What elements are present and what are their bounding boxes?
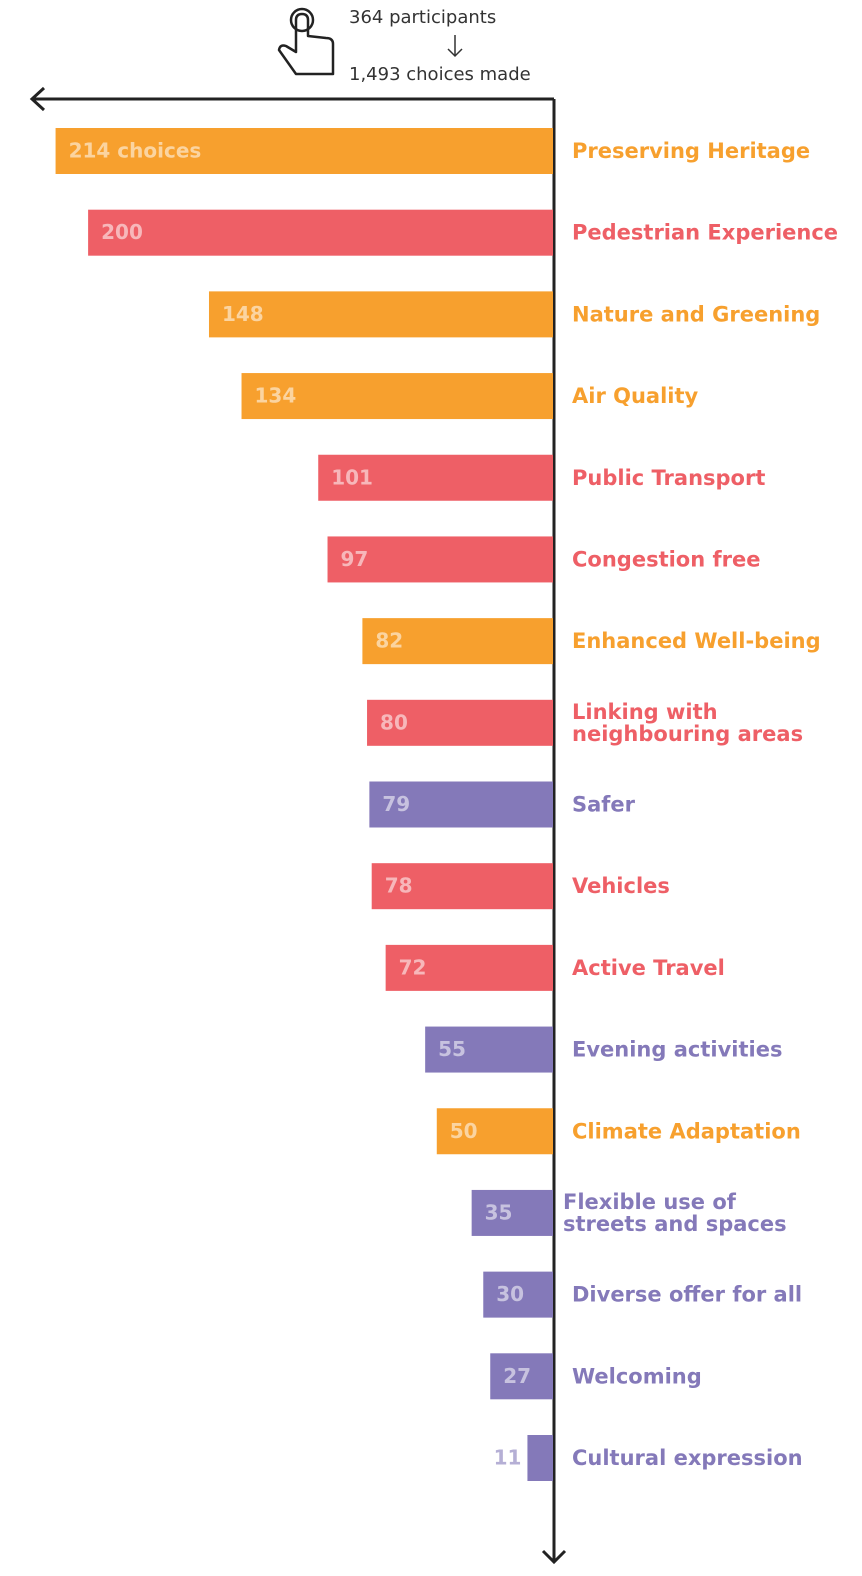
category-label: Air Quality <box>572 384 699 408</box>
bar <box>88 209 553 256</box>
bar <box>362 618 553 665</box>
value-label: 101 <box>331 465 373 489</box>
category-label: Cultural expression <box>572 1446 803 1470</box>
category-label: Active Travel <box>572 956 725 980</box>
participants: 364 participants <box>349 7 496 28</box>
value-label: 30 <box>496 1282 524 1306</box>
value-label: 97 <box>341 547 369 571</box>
value-label: 148 <box>222 302 264 326</box>
category-label: Vehicles <box>572 874 670 898</box>
value-label: 35 <box>485 1200 513 1224</box>
category-label: Enhanced Well-being <box>572 629 821 653</box>
value-label: 79 <box>382 792 410 816</box>
bar <box>55 128 554 174</box>
category-label: Nature and Greening <box>572 302 820 326</box>
category-label: Pedestrian Experience <box>572 221 838 245</box>
bar <box>436 1108 553 1155</box>
choices-total: 1,493 choices made <box>349 64 531 85</box>
category-label: Public Transport <box>572 466 765 490</box>
value-label: 50 <box>450 1119 478 1143</box>
bar <box>490 1353 553 1400</box>
category-label: Flexible use of streets and spaces <box>563 1190 787 1236</box>
category-label: Safer <box>572 793 636 817</box>
category-label: Linking with neighbouring areas <box>572 700 803 746</box>
value-label: 11 <box>494 1446 522 1470</box>
hand-icon <box>277 7 335 76</box>
value-label: 214 choices <box>69 139 202 163</box>
value-label: 200 <box>101 220 143 244</box>
bar <box>483 1271 553 1318</box>
value-label: 55 <box>438 1037 466 1061</box>
category-label: Climate Adaptation <box>572 1119 801 1143</box>
bar <box>527 1435 553 1481</box>
category-label: Congestion free <box>572 547 760 571</box>
value-label: 72 <box>399 955 427 979</box>
value-label: 80 <box>380 710 408 734</box>
category-label: Diverse offer for all <box>572 1283 802 1307</box>
bar <box>425 1026 553 1073</box>
down-arrow <box>447 35 463 58</box>
value-label: 134 <box>255 384 297 408</box>
bar <box>385 944 553 991</box>
category-label: Welcoming <box>572 1364 702 1388</box>
value-label: 78 <box>385 874 413 898</box>
bar <box>318 454 553 501</box>
bar <box>369 781 553 828</box>
value-label: 82 <box>375 629 403 653</box>
bar <box>327 536 553 583</box>
bar <box>208 291 553 338</box>
bar <box>241 373 553 420</box>
bar <box>367 699 553 746</box>
axes <box>29 86 567 1565</box>
bar <box>471 1189 553 1236</box>
bar <box>371 863 553 910</box>
category-label: Preserving Heritage <box>572 139 810 163</box>
value-label: 27 <box>503 1364 531 1388</box>
category-label: Evening activities <box>572 1038 782 1062</box>
